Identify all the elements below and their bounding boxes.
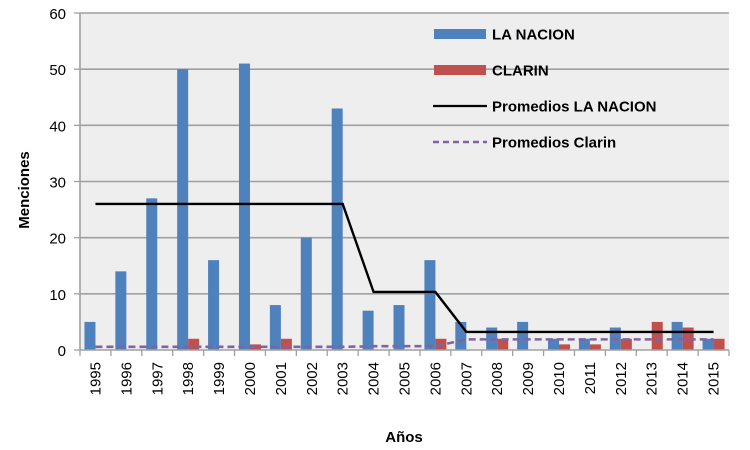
legend-label: CLARIN — [492, 63, 549, 80]
legend-label: Promedios Clarin — [492, 135, 616, 152]
x-tick-label: 2005 — [397, 362, 414, 395]
y-tick-label: 50 — [49, 62, 66, 79]
axes — [79, 13, 730, 356]
y-tick-labels: 0 10 20 30 40 50 60 — [49, 6, 66, 360]
bar-la-nacion — [517, 321, 529, 350]
x-tick-label: 2004 — [366, 362, 383, 395]
x-tick-label: 2003 — [335, 362, 352, 395]
bar-la-nacion — [393, 305, 405, 350]
bar-la-nacion — [300, 237, 312, 350]
average-lines — [95, 202, 714, 349]
x-tick-label: 2013 — [644, 362, 661, 395]
bar-la-nacion — [702, 338, 714, 350]
x-tick-labels: 1995 1996 1997 1998 1999 2000 2001 2002 2003 2004… — [87, 362, 722, 395]
bar-la-nacion — [362, 310, 374, 350]
bar-la-nacion — [177, 69, 189, 351]
bar-clarin — [589, 344, 601, 350]
bar-clarin — [620, 338, 632, 350]
y-tick-label: 60 — [49, 6, 66, 23]
x-tick-label: 2001 — [273, 362, 290, 395]
bar-clarin — [559, 344, 571, 350]
bar-la-nacion — [115, 271, 127, 350]
x-axis-title: Años — [385, 429, 423, 446]
bar-la-nacion — [269, 305, 281, 350]
legend-item: Promedios LA NACION — [433, 99, 656, 116]
x-tick-label: 2002 — [304, 362, 321, 395]
x-tick-label: 2011 — [582, 362, 599, 394]
x-tick-label: 2014 — [675, 362, 692, 395]
bar-clarin — [713, 338, 725, 350]
bar-clarin — [188, 338, 200, 350]
legend-swatch — [434, 65, 486, 75]
bar-la-nacion — [548, 338, 560, 350]
x-tick-label: 2008 — [489, 362, 506, 395]
legend-swatch — [434, 29, 486, 39]
line-promedios-clarin — [95, 338, 714, 349]
y-tick-label: 30 — [49, 175, 66, 192]
bar-la-nacion — [424, 260, 436, 350]
bar-la-nacion — [455, 321, 467, 350]
y-tick-label: 0 — [58, 343, 66, 360]
bar-la-nacion — [331, 108, 343, 350]
x-tick-label: 2015 — [706, 362, 723, 395]
bar-clarin — [682, 327, 694, 350]
y-tick-label: 10 — [49, 287, 66, 304]
x-tick-label: 2007 — [458, 362, 475, 395]
bar-la-nacion — [84, 321, 96, 350]
x-tick-label: 2010 — [551, 362, 568, 395]
x-tick-label: 1996 — [118, 362, 135, 395]
x-tick-label: 2006 — [427, 362, 444, 395]
x-tick-label: 1999 — [211, 362, 228, 395]
line-promedios-la-nacion — [95, 202, 714, 334]
legend-label: Promedios LA NACION — [492, 99, 656, 116]
bar-la-nacion — [208, 260, 220, 350]
bar-la-nacion — [578, 338, 590, 350]
y-axis-title: Menciones — [16, 151, 33, 229]
legend-item: CLARIN — [434, 63, 549, 80]
x-tick-label: 1995 — [87, 362, 104, 395]
legend-item: LA NACION — [434, 27, 575, 44]
y-tick-label: 40 — [49, 118, 66, 135]
legend-label: LA NACION — [492, 27, 575, 44]
x-tick-label: 1998 — [180, 362, 197, 395]
bar-la-nacion — [238, 63, 250, 351]
x-tick-label: 2009 — [520, 362, 537, 395]
bar-la-nacion — [671, 321, 683, 350]
y-tick-label: 20 — [49, 231, 66, 248]
bar-clarin — [497, 338, 509, 350]
legend-item: Promedios Clarin — [433, 135, 616, 152]
bar-clarin — [651, 321, 663, 350]
x-tick-label: 2000 — [242, 362, 259, 395]
x-tick-label: 1997 — [149, 362, 166, 395]
bar-la-nacion — [146, 198, 158, 350]
bar-clarin — [280, 338, 292, 350]
x-tick-label: 2012 — [613, 362, 630, 395]
legend: LA NACION CLARIN Promedios LA NACION Promed… — [433, 27, 656, 152]
